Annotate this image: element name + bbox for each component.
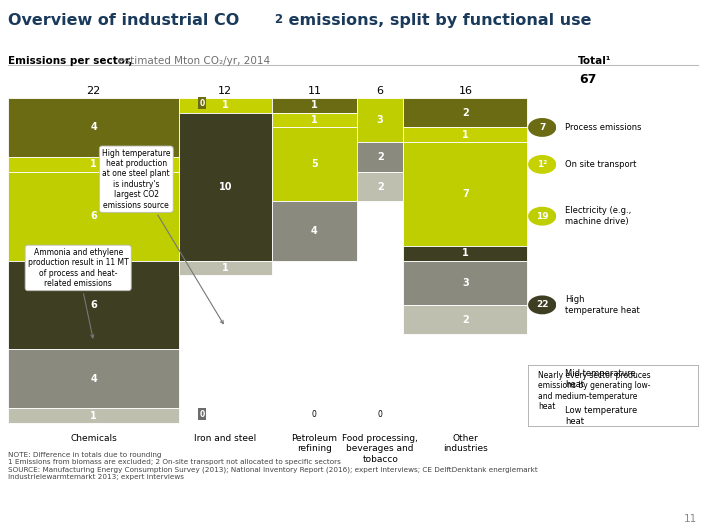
Text: 22: 22 [87, 86, 101, 96]
Text: 6: 6 [377, 86, 384, 96]
Text: 12: 12 [218, 86, 232, 96]
Text: 1: 1 [462, 248, 469, 258]
Text: 2: 2 [462, 108, 469, 117]
Text: NOTE: Difference in totals due to rounding
1 Emissions from biomass are excluded: NOTE: Difference in totals due to roundi… [8, 452, 538, 480]
Bar [8, 349, 179, 408]
Text: Low temperature
heat: Low temperature heat [565, 406, 637, 425]
Text: 5: 5 [311, 159, 318, 169]
Text: Emissions per sector,: Emissions per sector, [8, 56, 133, 66]
Text: 2: 2 [274, 13, 282, 26]
Bar [403, 246, 527, 261]
Text: 4: 4 [90, 122, 97, 132]
Bar [403, 142, 527, 246]
Text: Chemicals: Chemicals [71, 434, 117, 443]
Text: Electricity (e.g.,
machine drive): Electricity (e.g., machine drive) [565, 206, 631, 226]
Text: emissions, split by functional use: emissions, split by functional use [283, 13, 592, 28]
Text: Nearly every sector produces
emissions by generating low-
and medium-temperature: Nearly every sector produces emissions b… [538, 371, 651, 411]
Bar [403, 127, 527, 142]
Text: Mid temperature
heat: Mid temperature heat [565, 369, 635, 388]
Text: estimated Mton CO₂/yr, 2014: estimated Mton CO₂/yr, 2014 [115, 56, 270, 66]
Text: 11: 11 [307, 86, 321, 96]
Text: 0: 0 [200, 410, 205, 419]
Text: 4: 4 [539, 412, 546, 421]
Bar [357, 172, 403, 202]
Bar [403, 98, 527, 127]
Bar [8, 408, 179, 423]
Bar [272, 98, 357, 113]
Bar [179, 98, 272, 113]
Text: 3: 3 [462, 278, 469, 288]
Bar [272, 202, 357, 261]
Text: 1: 1 [90, 159, 97, 169]
Bar [357, 98, 403, 142]
Text: 16: 16 [458, 86, 472, 96]
Text: 1: 1 [222, 263, 229, 273]
Ellipse shape [528, 155, 556, 174]
Text: Total¹: Total¹ [578, 56, 611, 66]
Ellipse shape [528, 406, 556, 425]
Text: High
temperature heat: High temperature heat [565, 295, 640, 315]
Text: 2: 2 [462, 315, 469, 325]
Ellipse shape [528, 369, 556, 388]
Text: Other
industries: Other industries [443, 434, 488, 453]
Text: 7: 7 [539, 123, 546, 132]
Text: Ammonia and ethylene
production result in 11 MT
of process and heat-
related emi: Ammonia and ethylene production result i… [28, 248, 128, 338]
Bar [8, 172, 179, 261]
Bar [179, 113, 272, 261]
Text: 1: 1 [462, 130, 469, 140]
Bar [403, 305, 527, 334]
Text: Food processing,
beverages and
tobacco: Food processing, beverages and tobacco [342, 434, 418, 463]
Text: 2: 2 [377, 181, 383, 191]
Text: 0: 0 [312, 410, 317, 419]
Text: 14: 14 [536, 375, 549, 384]
Text: On site transport: On site transport [565, 160, 636, 169]
Bar [179, 260, 272, 275]
Text: 10: 10 [219, 181, 232, 191]
Bar [357, 142, 403, 172]
Text: 67: 67 [579, 73, 597, 86]
Text: 1: 1 [90, 411, 97, 421]
Text: 4: 4 [90, 374, 97, 384]
Text: 6: 6 [90, 300, 97, 310]
Bar [8, 261, 179, 349]
Text: 1: 1 [222, 101, 229, 110]
Text: Petroleum
refining: Petroleum refining [292, 434, 337, 453]
Ellipse shape [528, 296, 556, 314]
Ellipse shape [528, 207, 556, 225]
Text: 11: 11 [684, 514, 698, 524]
Text: 0: 0 [200, 98, 205, 107]
Bar [403, 260, 527, 305]
Bar [272, 127, 357, 202]
Text: Overview of industrial CO: Overview of industrial CO [8, 13, 240, 28]
Bar [8, 157, 179, 172]
Text: Process emissions: Process emissions [565, 123, 641, 132]
Text: 2: 2 [377, 152, 383, 162]
Text: 22: 22 [536, 300, 549, 309]
Text: High temperature
heat production
at one steel plant
is industry's
largest CO2
em: High temperature heat production at one … [102, 149, 223, 324]
Bar [8, 98, 179, 157]
Bar [272, 113, 357, 127]
Text: 19: 19 [536, 212, 549, 221]
Text: 4: 4 [311, 226, 318, 236]
Text: 7: 7 [462, 189, 469, 199]
Ellipse shape [528, 118, 556, 137]
Text: Iron and steel: Iron and steel [194, 434, 256, 443]
Text: 1: 1 [311, 101, 318, 110]
Text: 1²: 1² [537, 160, 547, 169]
Text: 6: 6 [90, 211, 97, 221]
Text: 0: 0 [378, 410, 383, 419]
Text: 1: 1 [311, 115, 318, 125]
Text: 3: 3 [377, 115, 383, 125]
